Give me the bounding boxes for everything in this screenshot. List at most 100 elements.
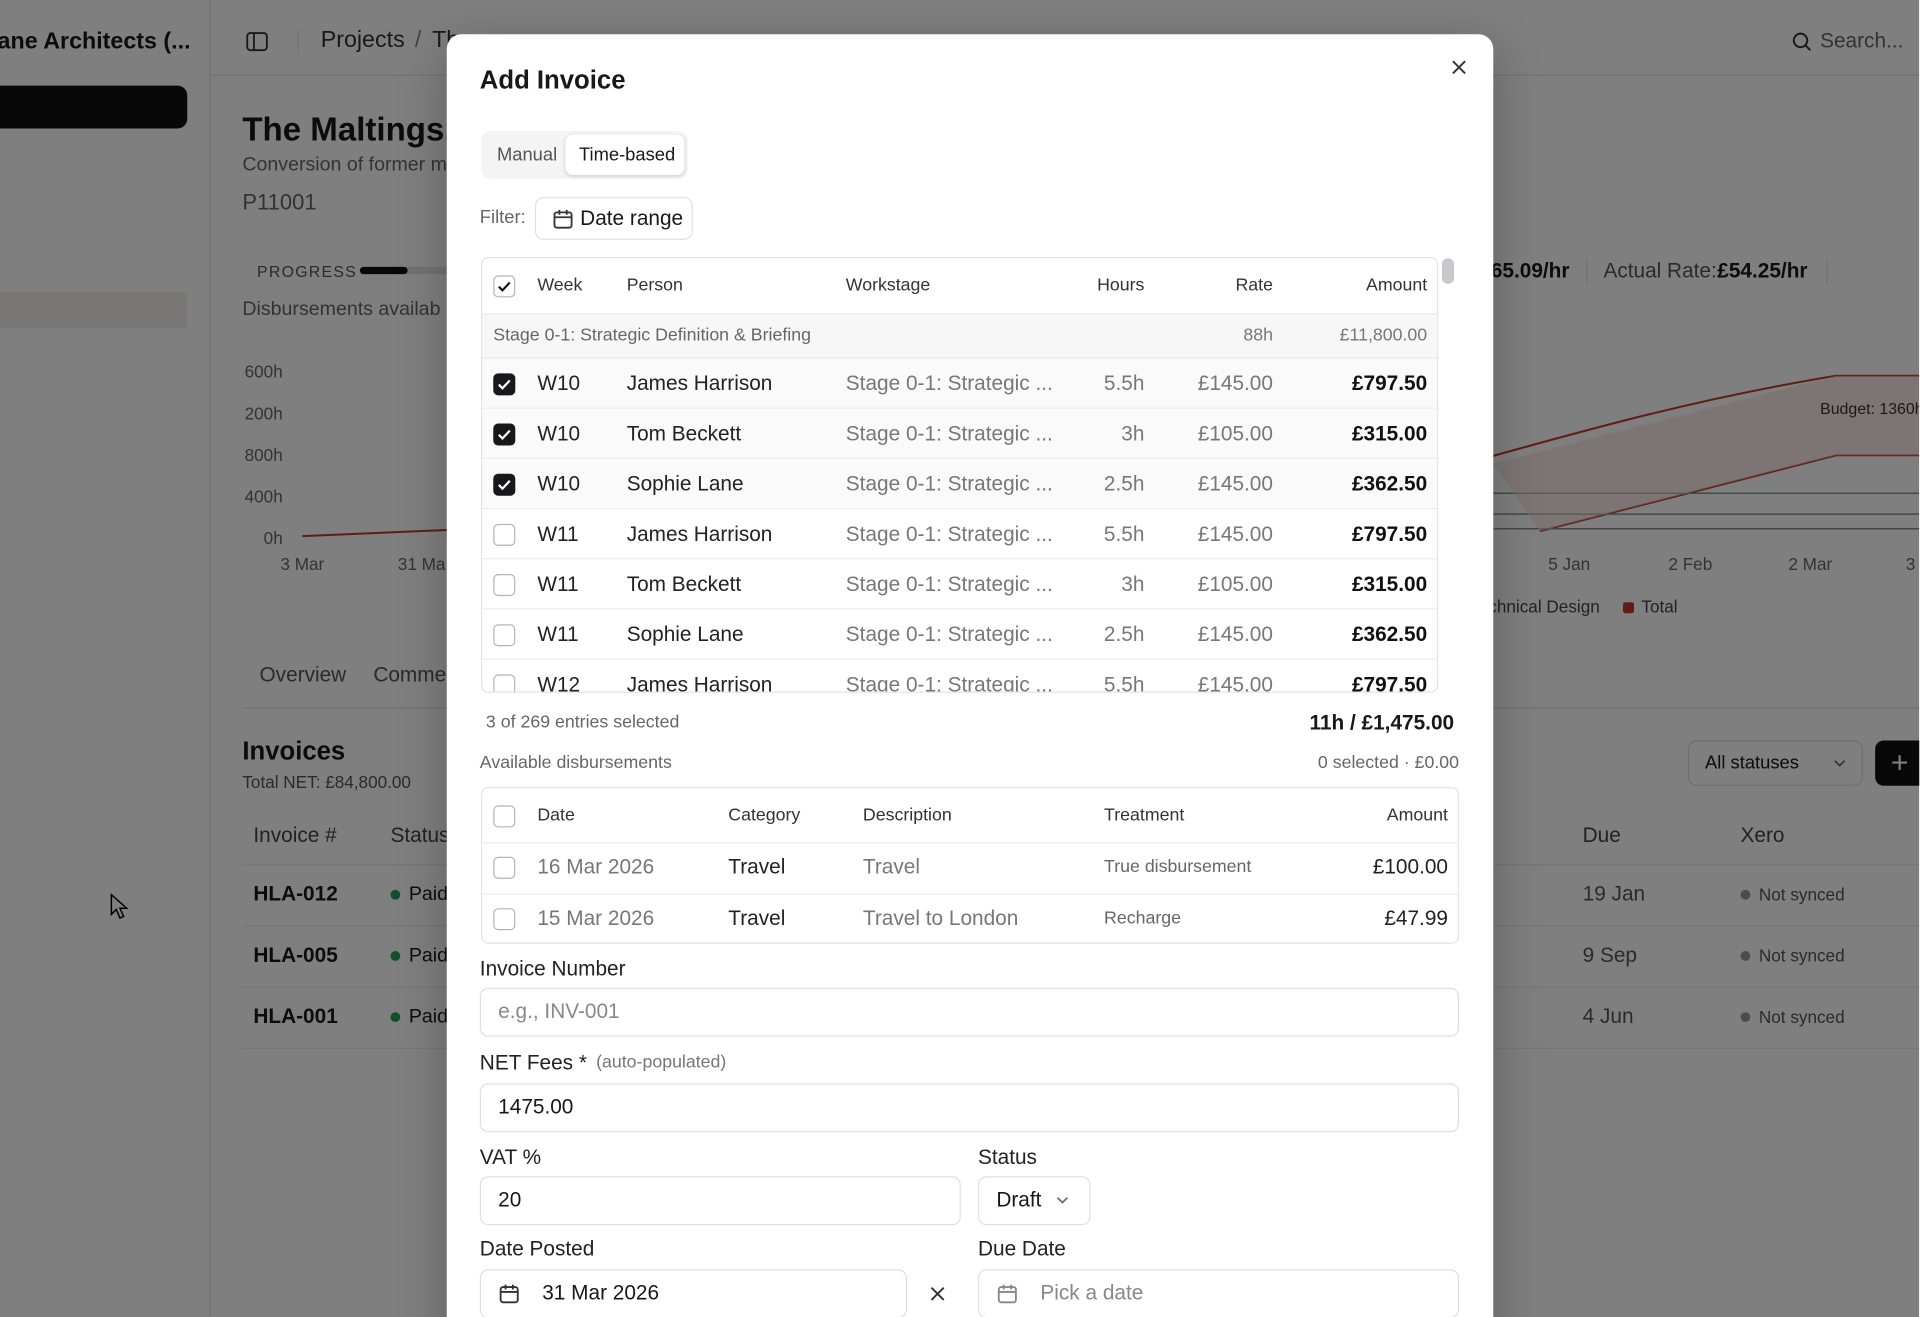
input-value: 1475.00 xyxy=(498,1095,574,1119)
button-label: Date range xyxy=(580,206,684,230)
vat-input[interactable]: 20 xyxy=(479,1176,961,1226)
column-header: Treatment xyxy=(1104,805,1185,826)
disbursement-amount: £100.00 xyxy=(1372,855,1448,879)
net-fees-input[interactable]: 1475.00 xyxy=(479,1083,1460,1133)
calendar-icon xyxy=(553,209,573,229)
disbursement-date: 15 Mar 2026 xyxy=(537,906,655,931)
time-entries-table: Week Person Workstage Hours Rate Amount Stage … xyxy=(481,257,1439,693)
scrollbar-thumb[interactable] xyxy=(1441,258,1455,284)
column-header: Person xyxy=(626,275,683,296)
disbursements-table: Date Category Description Treatment Amount 16… xyxy=(481,787,1460,944)
mode-option-active[interactable] xyxy=(565,134,685,176)
close-button[interactable] xyxy=(1452,60,1467,75)
disbursement-checkbox[interactable] xyxy=(493,908,516,931)
entry-rate: £105.00 xyxy=(1197,422,1273,446)
group-name: Stage 0-1: Strategic Definition & Briefi… xyxy=(493,325,811,346)
entry-hours: 5.5h xyxy=(1103,371,1145,396)
entry-hours: 3h xyxy=(1121,422,1145,446)
select-all-checkbox[interactable] xyxy=(493,275,516,298)
entry-checkbox[interactable] xyxy=(493,373,516,396)
entry-rate: £145.00 xyxy=(1197,672,1273,693)
select-all-checkbox[interactable] xyxy=(493,805,516,828)
date-posted-input[interactable]: 31 Mar 2026 xyxy=(479,1269,907,1317)
entry-checkbox[interactable] xyxy=(493,473,516,496)
section-label: Available disbursements xyxy=(479,753,672,773)
invoice-number-input[interactable]: e.g., INV-001 xyxy=(479,987,1460,1037)
entry-rate: £145.00 xyxy=(1197,622,1273,647)
disbursement-amount: £47.99 xyxy=(1384,906,1448,931)
entry-week: W11 xyxy=(537,522,579,546)
disbursement-category: Travel xyxy=(728,855,786,879)
disbursement-category: Travel xyxy=(728,906,786,931)
column-header: Rate xyxy=(1235,275,1273,296)
entry-person: James Harrison xyxy=(626,371,773,396)
chevron xyxy=(1056,1197,1068,1204)
select-value: Draft xyxy=(996,1188,1042,1212)
entry-person: Sophie Lane xyxy=(626,622,744,647)
entry-week: W11 xyxy=(537,622,579,647)
placeholder: Pick a date xyxy=(1040,1281,1144,1305)
entry-workstage: Stage 0-1: Strategic ... xyxy=(845,371,1053,396)
selection-total: 11h / £1,475.00 xyxy=(1309,710,1455,735)
status-select[interactable]: Draft xyxy=(977,1176,1091,1226)
disbursement-row[interactable] xyxy=(482,893,1458,943)
entry-amount: £797.50 xyxy=(1351,672,1428,693)
entry-person: Sophie Lane xyxy=(626,472,744,496)
entry-hours: 2.5h xyxy=(1103,622,1145,647)
entry-row[interactable] xyxy=(482,459,1437,510)
entry-person: Tom Beckett xyxy=(626,572,742,596)
due-date-input[interactable]: Pick a date xyxy=(977,1269,1460,1317)
selection-count: 3 of 269 entries selected xyxy=(485,712,680,733)
disbursement-description: Travel xyxy=(862,855,920,879)
column-header: Description xyxy=(862,805,952,826)
entry-person: James Harrison xyxy=(626,672,773,693)
entry-workstage: Stage 0-1: Strategic ... xyxy=(845,472,1053,496)
field-hint: (auto-populated) xyxy=(596,1053,727,1073)
disbursement-treatment: Recharge xyxy=(1104,908,1182,929)
entry-checkbox[interactable] xyxy=(493,574,516,597)
group-hours: 88h xyxy=(1243,325,1273,346)
entry-amount: £362.50 xyxy=(1351,472,1428,496)
field-label: NET Fees * xyxy=(479,1051,587,1075)
placeholder: e.g., INV-001 xyxy=(498,999,620,1024)
date-range-button[interactable]: Date range xyxy=(534,197,693,240)
entry-rate: £145.00 xyxy=(1197,371,1273,396)
entry-row[interactable] xyxy=(482,559,1437,610)
entry-week: W12 xyxy=(537,672,581,693)
disbursement-checkbox[interactable] xyxy=(493,856,516,879)
entry-checkbox[interactable] xyxy=(493,624,516,647)
entry-amount: £362.50 xyxy=(1351,622,1428,647)
entry-row[interactable] xyxy=(482,610,1437,660)
dialog-title: Add Invoice xyxy=(479,66,626,95)
entry-workstage: Stage 0-1: Strategic ... xyxy=(845,672,1053,693)
entry-row[interactable] xyxy=(482,408,1437,459)
field-label: Date Posted xyxy=(479,1237,595,1261)
entry-hours: 5.5h xyxy=(1103,522,1145,546)
mode-option[interactable]: Manual xyxy=(496,144,558,166)
entry-rate: £145.00 xyxy=(1197,472,1273,496)
entry-workstage: Stage 0-1: Strategic ... xyxy=(845,572,1053,596)
disbursement-row[interactable] xyxy=(482,842,1458,893)
column-header: Amount xyxy=(1386,805,1448,826)
entry-person: Tom Beckett xyxy=(626,422,742,446)
calendar-icon xyxy=(997,1284,1017,1304)
column-header: Hours xyxy=(1097,275,1145,296)
mode-option[interactable]: Time-based xyxy=(578,144,676,166)
entry-hours: 5.5h xyxy=(1103,672,1145,693)
entry-checkbox[interactable] xyxy=(493,423,516,446)
entry-hours: 2.5h xyxy=(1103,472,1145,496)
entry-row[interactable] xyxy=(482,509,1437,560)
clear-date-button[interactable] xyxy=(930,1286,945,1301)
entry-week: W11 xyxy=(537,572,579,596)
column-header: Category xyxy=(728,805,801,826)
filter-label: Filter: xyxy=(479,206,526,228)
entry-checkbox[interactable] xyxy=(493,523,516,546)
column-header: Week xyxy=(537,275,583,296)
disbursement-date: 16 Mar 2026 xyxy=(537,855,655,879)
field-label: Invoice Number xyxy=(479,956,626,981)
entry-checkbox[interactable] xyxy=(493,674,516,692)
entry-week: W10 xyxy=(537,371,581,396)
entry-week: W10 xyxy=(537,422,581,446)
entry-row[interactable] xyxy=(482,358,1437,409)
